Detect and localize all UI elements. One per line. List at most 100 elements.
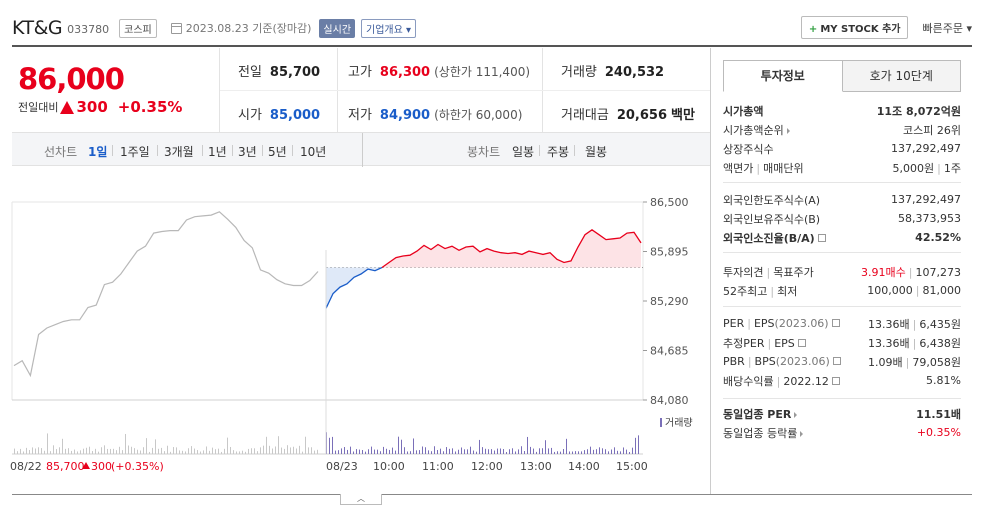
row-market-cap-rank: 시가총액순위 코스피 26위 (723, 123, 961, 137)
range-1w[interactable]: 1주일 (120, 145, 150, 159)
volume-bar (50, 451, 51, 454)
help-icon[interactable] (817, 233, 826, 242)
volume-bar (278, 436, 279, 454)
y-tick-label: 85,290 (650, 295, 689, 308)
volume-bar (125, 433, 126, 454)
volume-bar (356, 449, 357, 454)
row-industry-per: 동일업종 PER 11.51배 (723, 407, 961, 421)
volume-bar (569, 451, 570, 454)
volume-bar (434, 446, 435, 454)
today-up-area (382, 229, 641, 268)
volume-bar (617, 450, 618, 454)
volume-bar (272, 448, 273, 454)
today-down-line (325, 266, 383, 309)
volume-bar (359, 449, 360, 454)
volume-bar (416, 450, 417, 454)
volume-bar (299, 445, 300, 454)
volume-bar (407, 451, 408, 454)
volume-bar (293, 446, 294, 454)
volume-bar (98, 451, 99, 454)
opinion-section: 투자의견 | 목표주가 3.91매수 | 107,273 52주최고 | 최저 100,000 |… (723, 262, 961, 300)
volume-bar (20, 448, 21, 454)
range-10y[interactable]: 10년 (300, 145, 327, 159)
candle-daily[interactable]: 일봉 (512, 145, 535, 159)
volume-bar (494, 450, 495, 454)
range-1d[interactable]: 1일 (88, 145, 108, 159)
volume-bar (461, 447, 462, 454)
add-mystock-button[interactable]: + MY STOCK 추가 (800, 16, 909, 39)
range-3y[interactable]: 3년 (238, 145, 257, 159)
volume-bar (395, 450, 396, 454)
prev-day-change-pct: (+0.35%) (111, 460, 164, 473)
row-dividend: 배당수익률 | 2022.12 5.81% (723, 374, 961, 388)
volume-bar (614, 447, 615, 454)
row-par-unit: 액면가 | 매매단위 5,000원 | 1주 (723, 161, 961, 175)
stat-low: 저가 84,900 (하한가 60,000) (348, 108, 523, 123)
market-badge: 코스피 (119, 18, 157, 38)
help-icon[interactable] (832, 357, 841, 365)
x-tick-label: 08/23 (326, 460, 358, 473)
volume-bar (530, 446, 531, 454)
volume-bar (431, 451, 432, 454)
arrow-right-icon (786, 127, 790, 134)
row-opinion: 투자의견 | 목표주가 3.91매수 | 107,273 (723, 265, 961, 279)
volume-bar (422, 446, 423, 454)
volume-bar (590, 446, 591, 454)
candle-weekly[interactable]: 주봉 (547, 145, 570, 159)
volume-bar (38, 447, 39, 454)
volume-bar (83, 448, 84, 454)
company-info-dropdown[interactable]: 기업개요 ▾ (361, 18, 417, 38)
volume-bar (302, 451, 303, 454)
volume-bar (608, 451, 609, 454)
volume-bar (455, 451, 456, 454)
volume-bar (62, 438, 63, 454)
volume-bar (290, 447, 291, 454)
x-tick-label: 15:00 (616, 460, 648, 473)
volume-bar (437, 449, 438, 454)
intraday-chart[interactable]: 86,500 85,895 85,290 84,685 84,080 거래량 08/22 08… (0, 166, 710, 496)
volume-bar (419, 450, 420, 454)
volume-bar (254, 448, 255, 454)
collapse-chart-button[interactable]: ︿ (340, 494, 382, 505)
help-icon[interactable] (831, 376, 840, 385)
volume-bar (506, 451, 507, 454)
volume-bar (248, 448, 249, 454)
volume-bar (116, 450, 117, 454)
volume-bar (89, 446, 90, 454)
range-1y[interactable]: 1년 (208, 145, 227, 159)
tab-invest-info[interactable]: 투자정보 (723, 60, 843, 92)
range-5y[interactable]: 5년 (268, 145, 287, 159)
market-cap-section: 시가총액 11조 8,072억원 시가총액순위 코스피 26위 상장주식수 137,2… (723, 101, 961, 177)
candle-monthly[interactable]: 월봉 (585, 145, 608, 159)
volume-bar (584, 450, 585, 454)
volume-bar (551, 447, 552, 454)
up-arrow-icon (60, 100, 75, 114)
volume-bar (287, 445, 288, 454)
help-icon[interactable] (797, 338, 806, 347)
volume-bar (527, 436, 528, 454)
price-stats: 전일 85,700 고가 86,300 (상한가 111,400) 거래량 240,53… (220, 48, 710, 132)
range-3m[interactable]: 3개월 (164, 145, 194, 159)
volume-bar (413, 438, 414, 454)
volume-bar (179, 450, 180, 454)
price-change: 전일대비 300 +0.35% (18, 98, 183, 116)
help-icon[interactable] (831, 319, 840, 327)
volume-bar (77, 451, 78, 454)
x-tick-label: 10:00 (373, 460, 405, 473)
volume-bar (629, 451, 630, 454)
volume-bar (119, 446, 120, 454)
row-pbr-bps: PBR | BPS(2023.06) 1.09배 | 79,058원 (723, 355, 961, 369)
tab-orderbook[interactable]: 호가 10단계 (842, 60, 961, 92)
realtime-badge[interactable]: 실시간 (319, 18, 356, 38)
volume-bar (188, 448, 189, 454)
quick-order-menu[interactable]: 빠른주문 ▾ (922, 21, 972, 35)
x-tick-label: 13:00 (520, 460, 552, 473)
volume-bar (224, 448, 225, 454)
volume-bar (23, 451, 24, 454)
volume-bar (227, 437, 228, 454)
chevron-up-icon: ︿ (357, 494, 365, 503)
row-industry-change: 동일업종 등락률 +0.35% (723, 426, 961, 440)
volume-bar (389, 449, 390, 454)
volume-bar (80, 450, 81, 454)
row-foreign-ratio: 외국인소진율(B/A) 42.52% (723, 231, 961, 245)
